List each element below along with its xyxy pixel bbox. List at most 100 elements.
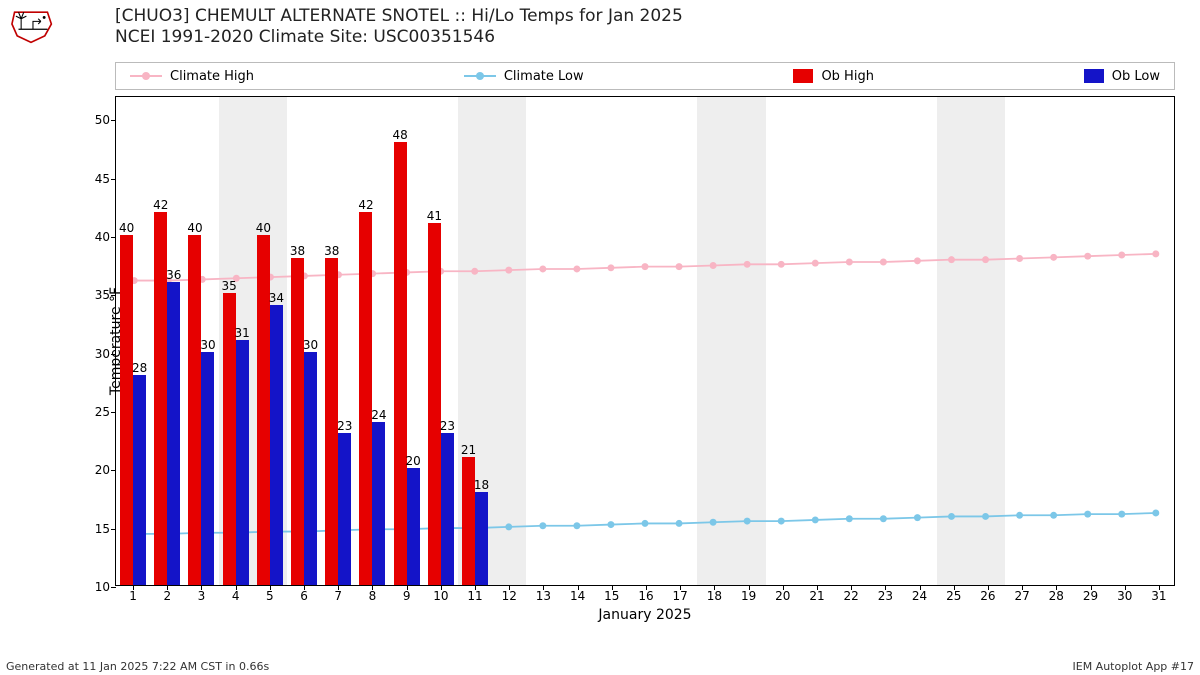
- climate-low-marker: [948, 513, 955, 520]
- legend-ob-high: Ob High: [793, 69, 874, 84]
- climate-high-marker: [1016, 255, 1023, 262]
- x-tick-label: 28: [1049, 589, 1064, 603]
- climate-high-marker: [505, 267, 512, 274]
- climate-low-marker: [744, 518, 751, 525]
- climate-low-marker: [1016, 512, 1023, 519]
- ob-high-bar: [359, 212, 372, 585]
- ob-low-bar-label: 30: [200, 338, 215, 352]
- climate-high-marker: [812, 260, 819, 267]
- ob-high-bar: [394, 142, 407, 585]
- climate-low-marker: [1084, 511, 1091, 518]
- ob-low-bar-label: 36: [166, 268, 181, 282]
- x-tick-label: 5: [266, 589, 274, 603]
- ob-low-bar: [407, 468, 420, 585]
- x-tick-label: 4: [232, 589, 240, 603]
- climate-high-marker: [1050, 254, 1057, 261]
- ob-high-bar: [462, 457, 475, 585]
- legend-label: Climate High: [170, 69, 254, 84]
- ob-high-bar-label: 40: [119, 221, 134, 235]
- climate-high-marker: [676, 263, 683, 270]
- y-tick-label: 20: [95, 463, 110, 477]
- x-tick-label: 15: [604, 589, 619, 603]
- climate-low-marker: [710, 519, 717, 526]
- y-tick-label: 45: [95, 172, 110, 186]
- ob-low-bar-label: 30: [303, 338, 318, 352]
- ob-low-bar: [167, 282, 180, 585]
- x-tick-label: 23: [878, 589, 893, 603]
- climate-low-marker: [914, 514, 921, 521]
- ob-high-bar-label: 48: [393, 128, 408, 142]
- y-tick-label: 40: [95, 230, 110, 244]
- ob-high-bar: [428, 223, 441, 585]
- x-tick-label: 26: [980, 589, 995, 603]
- ob-low-bar-label: 18: [474, 478, 489, 492]
- ob-high-bar-label: 21: [461, 443, 476, 457]
- ob-low-bar: [304, 352, 317, 585]
- climate-high-marker: [778, 261, 785, 268]
- footer-right: IEM Autoplot App #17: [1073, 660, 1195, 673]
- climate-low-marker: [1050, 512, 1057, 519]
- climate-high-marker: [710, 262, 717, 269]
- ob-low-bar: [338, 433, 351, 585]
- ob-low-bar: [372, 422, 385, 585]
- title-line-2: NCEI 1991-2020 Climate Site: USC00351546: [115, 27, 683, 48]
- x-tick-label: 9: [403, 589, 411, 603]
- legend-label: Climate Low: [504, 69, 584, 84]
- y-tick-label: 10: [95, 580, 110, 594]
- climate-high-marker: [982, 256, 989, 263]
- x-tick-label: 6: [300, 589, 308, 603]
- climate-low-marker: [505, 523, 512, 530]
- ob-high-bar-label: 42: [153, 198, 168, 212]
- x-tick-label: 2: [163, 589, 171, 603]
- ob-low-bar: [270, 305, 283, 585]
- ob-high-bar-label: 35: [222, 279, 237, 293]
- climate-high-marker: [573, 265, 580, 272]
- climate-low-marker: [880, 515, 887, 522]
- ob-low-bar-label: 31: [235, 326, 250, 340]
- x-tick-label: 29: [1083, 589, 1098, 603]
- x-tick-label: 24: [912, 589, 927, 603]
- legend-climate-high: Climate High: [130, 69, 254, 84]
- plot-axes: Temperature °F January 2025 101520253035…: [115, 96, 1175, 586]
- ob-high-bar-label: 41: [427, 209, 442, 223]
- ob-high-bar: [257, 235, 270, 585]
- x-tick-label: 18: [707, 589, 722, 603]
- ob-low-bar: [201, 352, 214, 585]
- chart-legend: Climate High Climate Low Ob High Ob Low: [115, 62, 1175, 90]
- chart-plot: Temperature °F January 2025 101520253035…: [115, 96, 1175, 621]
- x-tick-label: 19: [741, 589, 756, 603]
- x-tick-label: 31: [1151, 589, 1166, 603]
- legend-ob-low: Ob Low: [1084, 69, 1160, 84]
- x-tick-label: 11: [467, 589, 482, 603]
- x-tick-label: 3: [198, 589, 206, 603]
- x-tick-label: 7: [334, 589, 342, 603]
- climate-low-marker: [778, 518, 785, 525]
- x-axis-label: January 2025: [598, 607, 691, 623]
- climate-low-marker: [812, 516, 819, 523]
- climate-high-marker: [642, 263, 649, 270]
- legend-climate-low: Climate Low: [464, 69, 584, 84]
- x-tick-label: 22: [844, 589, 859, 603]
- x-tick-label: 25: [946, 589, 961, 603]
- climate-high-marker: [744, 261, 751, 268]
- x-tick-label: 1: [129, 589, 137, 603]
- climate-low-marker: [676, 520, 683, 527]
- ob-low-bar: [475, 492, 488, 585]
- y-tick-label: 30: [95, 347, 110, 361]
- climate-low-marker: [642, 520, 649, 527]
- x-tick-label: 21: [809, 589, 824, 603]
- iem-logo: [8, 4, 54, 44]
- climate-high-marker: [948, 256, 955, 263]
- ob-high-bar-label: 38: [324, 244, 339, 258]
- chart-title: [CHUO3] CHEMULT ALTERNATE SNOTEL :: Hi/L…: [115, 6, 683, 49]
- climate-high-marker: [471, 268, 478, 275]
- climate-low-marker: [982, 513, 989, 520]
- climate-high-marker: [607, 264, 614, 271]
- x-tick-label: 14: [570, 589, 585, 603]
- ob-low-bar-label: 34: [269, 291, 284, 305]
- climate-high-marker: [846, 259, 853, 266]
- climate-low-marker: [573, 522, 580, 529]
- climate-high-marker: [914, 257, 921, 264]
- climate-low-marker: [846, 515, 853, 522]
- ob-high-bar-label: 42: [358, 198, 373, 212]
